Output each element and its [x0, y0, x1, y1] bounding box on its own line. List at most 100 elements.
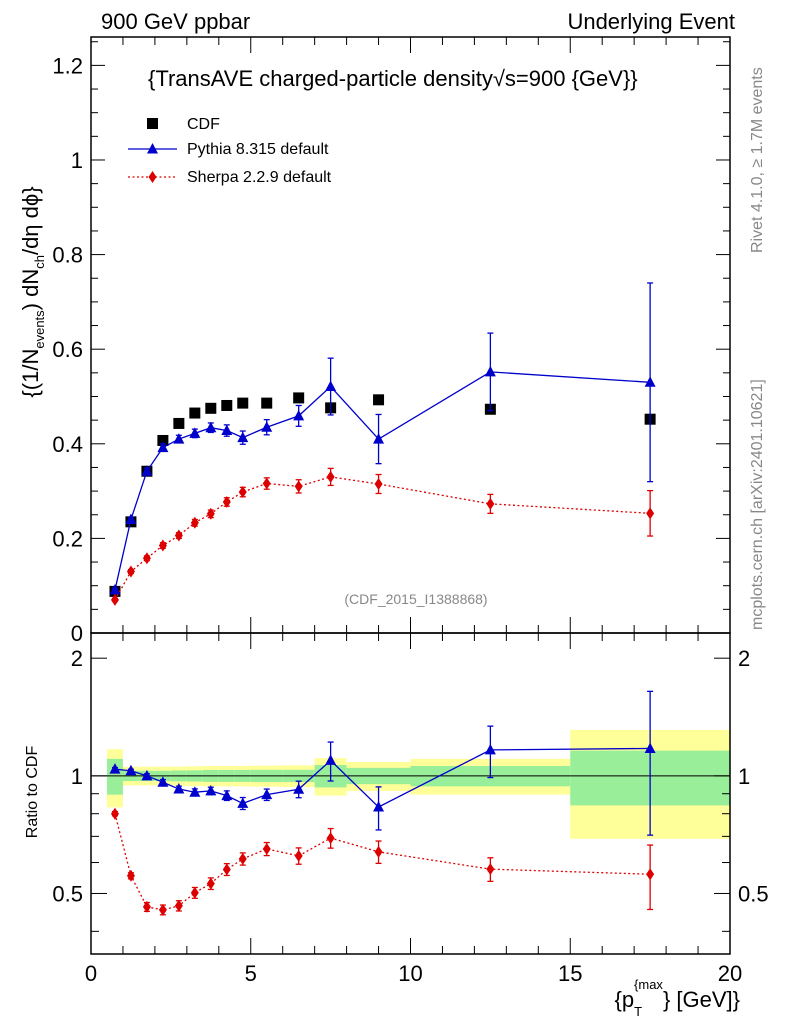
main-point-pythia — [484, 365, 496, 377]
main-point-pythia — [173, 433, 185, 444]
ratio-point-sherpa — [174, 899, 183, 912]
ratio-xtick-label: 5 — [245, 961, 257, 986]
main-point-cdf — [157, 434, 169, 446]
ratio-xlabel-a: {p — [614, 987, 634, 1012]
analysis-watermark: (CDF_2015_I1388868) — [344, 591, 487, 607]
main-point-pythia — [221, 424, 233, 436]
legend-marker-pythia — [147, 143, 158, 154]
main-ylabel-a: {(1/N — [18, 349, 43, 398]
ratio-point-pythia — [644, 742, 656, 753]
main-ylabel-b: ) dN — [18, 269, 43, 311]
ratio-point-sherpa — [190, 886, 199, 899]
ratio-ytick-label-right: 2 — [738, 646, 750, 671]
main-point-pythia — [237, 431, 249, 443]
main-point-sherpa — [238, 486, 247, 499]
ratio-ytick-label-left: 2 — [71, 646, 83, 671]
legend-marker-cdf — [147, 118, 158, 129]
ratio-xtick-label: 20 — [718, 961, 742, 986]
main-point-sherpa — [262, 477, 271, 490]
ratio-point-pythia — [261, 788, 273, 800]
main-point-cdf — [173, 417, 185, 429]
ratio-ticks: 0.5 0.51 12 20 5 10 15 20 — [52, 633, 769, 986]
main-point-sherpa — [126, 565, 135, 578]
ratio-point-pythia — [141, 769, 153, 781]
main-point-cdf — [205, 402, 217, 414]
main-point-cdf — [293, 392, 305, 404]
main-point-pythia — [325, 380, 337, 392]
main-point-pythia — [189, 427, 201, 438]
main-title-sqrt: √s — [493, 66, 516, 91]
main-ylabel-a-sub: events — [32, 310, 47, 349]
header-right: Underlying Event — [567, 9, 735, 34]
main-point-sherpa — [326, 470, 335, 483]
main-point-sherpa — [158, 539, 167, 552]
main-ylabel-b-sub: ch — [32, 255, 47, 269]
ratio-point-pythia — [293, 783, 305, 794]
main-point-cdf — [261, 397, 273, 409]
ratio-point-pythia — [325, 754, 337, 765]
ratio-point-pythia — [221, 789, 233, 801]
ratio-ytick-label-left: 1 — [71, 764, 83, 789]
main-point-cdf — [221, 399, 233, 411]
ratio-point-pythia — [125, 764, 137, 776]
ratio-point-sherpa — [262, 842, 271, 855]
main-point-pythia — [205, 421, 217, 433]
main-point-cdf — [373, 394, 385, 406]
ratio-point-pythia — [189, 786, 201, 797]
main-ytick-label: 1 — [71, 148, 83, 173]
ratio-point-sherpa — [142, 900, 151, 913]
main-ytick-label: 0.4 — [52, 432, 83, 457]
ratio-point-sherpa — [646, 868, 655, 881]
legend: CDF Pythia 8.315 default Sherpa 2.2.9 de… — [128, 116, 332, 186]
main-point-pythia — [373, 433, 385, 444]
main-ytick-label: 0.6 — [52, 337, 83, 362]
ratio-point-pythia — [205, 784, 217, 796]
main-line-sherpa — [114, 476, 651, 601]
main-data-marks — [109, 282, 656, 606]
main-title: {TransAVE charged-particle density√s=900… — [148, 66, 638, 91]
main-panel: 0.2 0.4 0.6 0.8 1 1.2 0 {TransAVE charged-part… — [18, 36, 731, 646]
main-point-cdf — [237, 397, 249, 409]
legend-label-cdf: CDF — [187, 116, 220, 133]
ratio-point-pythia — [157, 776, 169, 787]
main-point-cdf — [189, 407, 201, 419]
ratio-xtick-label: 0 — [85, 961, 97, 986]
main-point-sherpa — [374, 478, 383, 490]
ratio-point-pythia — [373, 801, 385, 812]
ratio-xtick-label: 10 — [398, 961, 422, 986]
ratio-data-marks — [109, 690, 656, 916]
ratio-xlabel-b: } [GeV]} — [663, 987, 740, 1012]
ratio-point-sherpa — [110, 807, 119, 820]
main-title-text: {TransAVE charged-particle density — [148, 66, 493, 91]
header-left: 900 GeV ppbar — [101, 9, 250, 34]
legend-label-sherpa: Sherpa 2.2.9 default — [187, 169, 332, 186]
ratio-ytick-label-right: 0.5 — [738, 881, 769, 906]
ratio-ylabel: Ratio to CDF — [24, 746, 41, 839]
main-ytick-label: 1.2 — [52, 53, 83, 78]
ratio-point-sherpa — [126, 869, 135, 882]
main-point-sherpa — [190, 516, 199, 529]
main-ylabel: {(1/Nevents) dNch/dη dϕ} — [18, 186, 47, 397]
ratio-ytick-label-left: 0.5 — [52, 881, 83, 906]
main-point-sherpa — [646, 507, 655, 520]
main-point-sherpa — [294, 480, 303, 493]
main-point-pythia — [644, 376, 656, 387]
ratio-xlabel: {pT {max} [GeV]} — [614, 977, 740, 1019]
ratio-panel: 0.5 0.51 12 20 5 10 15 20 Ratio to CDF {pT{max}… — [24, 632, 769, 1019]
main-point-sherpa — [110, 593, 119, 606]
main-point-sherpa — [142, 552, 151, 565]
ratio-ytick-label-right: 1 — [738, 764, 750, 789]
main-point-sherpa — [206, 507, 215, 520]
main-point-pythia — [261, 421, 273, 432]
ratio-point-pythia — [109, 763, 121, 774]
ratio-point-sherpa — [238, 852, 247, 865]
main-point-pythia — [293, 409, 305, 421]
main-title-energy: =900 {GeV}} — [516, 66, 638, 91]
ratio-point-sherpa — [206, 877, 215, 890]
ratio-point-sherpa — [326, 832, 335, 845]
legend-label-pythia: Pythia 8.315 default — [187, 141, 329, 158]
main-point-sherpa — [222, 495, 231, 508]
main-point-pythia — [125, 513, 137, 524]
ratio-point-sherpa — [486, 863, 495, 876]
